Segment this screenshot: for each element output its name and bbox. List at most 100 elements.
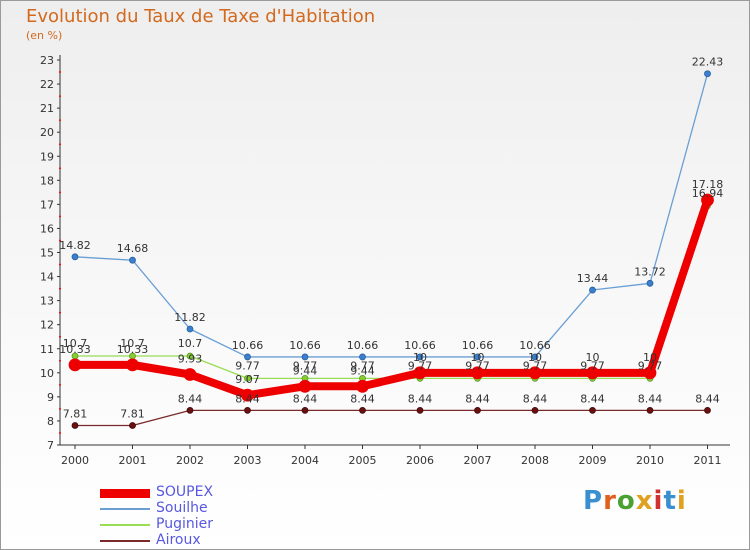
data-point-souilhe	[71, 253, 79, 261]
data-point-airoux	[186, 406, 194, 414]
y-minor-tick	[59, 167, 61, 170]
data-point-soupex	[471, 366, 484, 380]
data-point-souilhe	[589, 286, 596, 294]
data-label-souilhe: 10.66	[462, 339, 494, 352]
legend-swatch-airoux	[100, 540, 150, 542]
data-label-souilhe: 22.43	[692, 56, 724, 69]
y-tick-label: 23	[40, 54, 54, 67]
y-minor-tick	[59, 287, 61, 290]
data-point-soupex	[126, 358, 139, 372]
y-minor-tick	[59, 407, 61, 410]
y-minor-tick	[59, 383, 61, 386]
data-point-soupex	[68, 358, 82, 372]
x-tick-label: 2003	[234, 454, 262, 467]
data-label-soupex: 10.33	[117, 343, 149, 356]
data-point-souilhe	[359, 353, 366, 361]
data-label-souilhe: 10.66	[519, 339, 551, 352]
y-minor-tick	[59, 95, 61, 98]
data-label-souilhe: 10.66	[232, 339, 264, 352]
data-point-airoux	[704, 406, 711, 414]
data-label-airoux: 8.44	[695, 392, 720, 405]
data-label-soupex: 9.93	[178, 352, 203, 365]
data-label-airoux: 8.44	[293, 392, 318, 405]
x-tick-label: 2006	[406, 454, 434, 467]
y-tick-label: 18	[40, 174, 54, 187]
legend-label-puginier: Puginier	[156, 516, 213, 532]
data-point-soupex	[356, 379, 369, 393]
x-tick-label: 2004	[291, 454, 319, 467]
data-label-soupex: 10	[528, 351, 542, 364]
data-point-souilhe	[646, 279, 654, 287]
y-tick-label: 19	[40, 150, 54, 163]
y-minor-tick	[59, 143, 61, 146]
data-point-airoux	[646, 406, 654, 414]
legend-label-souilhe: Souilhe	[156, 500, 208, 516]
data-label-airoux: 7.81	[63, 408, 88, 421]
data-label-puginier: 9.77	[465, 359, 490, 372]
data-label-soupex: 17.18	[692, 178, 724, 191]
data-label-souilhe: 14.82	[59, 239, 91, 252]
data-label-puginier: 10.7	[178, 337, 203, 350]
data-point-airoux	[244, 406, 251, 414]
series-line-airoux	[75, 409, 708, 427]
x-tick-label: 2009	[579, 454, 607, 467]
data-label-puginier: 16.94	[692, 187, 724, 200]
y-tick-label: 21	[40, 102, 54, 115]
data-label-airoux: 8.44	[638, 392, 663, 405]
y-minor-tick	[59, 335, 61, 338]
chart-title: Evolution du Taux de Taxe d'Habitation	[26, 6, 376, 27]
y-minor-tick	[59, 431, 61, 434]
data-point-soupex	[528, 366, 542, 380]
data-point-soupex	[701, 193, 714, 207]
y-tick-label: 20	[40, 126, 54, 139]
y-minor-tick	[59, 119, 61, 122]
y-minor-tick	[59, 191, 61, 194]
data-point-airoux	[129, 422, 136, 429]
y-tick-label: 11	[40, 343, 54, 356]
data-label-puginier: 9.77	[293, 359, 318, 372]
y-minor-tick	[59, 359, 61, 362]
data-point-souilhe	[301, 353, 309, 361]
y-minor-tick	[59, 263, 61, 266]
data-label-puginier: 10.7	[63, 337, 88, 350]
legend-label-airoux: Airoux	[156, 532, 201, 548]
data-point-soupex	[298, 379, 312, 393]
data-label-souilhe: 13.44	[577, 272, 609, 285]
data-point-puginier	[244, 374, 251, 382]
data-point-soupex	[241, 388, 254, 402]
chart-subtitle: (en %)	[26, 29, 63, 42]
x-tick-label: 2001	[119, 454, 147, 467]
data-label-soupex: 10	[471, 351, 485, 364]
legend-swatch-puginier	[100, 524, 150, 526]
data-label-souilhe: 10.66	[404, 339, 436, 352]
data-label-puginier: 9.77	[235, 359, 260, 372]
data-label-soupex: 9.44	[350, 364, 375, 377]
y-tick-label: 17	[40, 198, 54, 211]
y-tick-label: 12	[40, 319, 54, 332]
series-line-souilhe	[74, 73, 709, 358]
data-label-soupex: 10	[643, 351, 657, 364]
data-label-puginier: 10.7	[120, 337, 145, 350]
y-tick-label: 15	[40, 247, 54, 260]
data-point-airoux	[474, 406, 481, 414]
y-tick-label: 13	[40, 295, 54, 308]
y-minor-tick	[59, 71, 61, 74]
legend-label-soupex: SOUPEX	[156, 484, 214, 500]
data-label-soupex: 10.33	[59, 343, 91, 356]
data-point-airoux	[589, 406, 596, 414]
data-label-airoux: 7.81	[120, 408, 145, 421]
y-minor-tick	[59, 311, 61, 314]
legend-swatch-souilhe	[100, 508, 150, 510]
x-tick-label: 2000	[61, 454, 89, 467]
data-label-souilhe: 13.72	[634, 265, 666, 278]
data-point-airoux	[71, 422, 79, 429]
data-label-airoux: 8.44	[465, 392, 490, 405]
y-tick-label: 22	[40, 78, 54, 91]
data-label-airoux: 8.44	[235, 392, 260, 405]
data-point-airoux	[531, 406, 539, 414]
data-label-airoux: 8.44	[523, 392, 548, 405]
data-point-airoux	[359, 406, 366, 414]
legend-swatch-soupex	[100, 488, 150, 498]
y-tick-label: 8	[47, 415, 54, 428]
